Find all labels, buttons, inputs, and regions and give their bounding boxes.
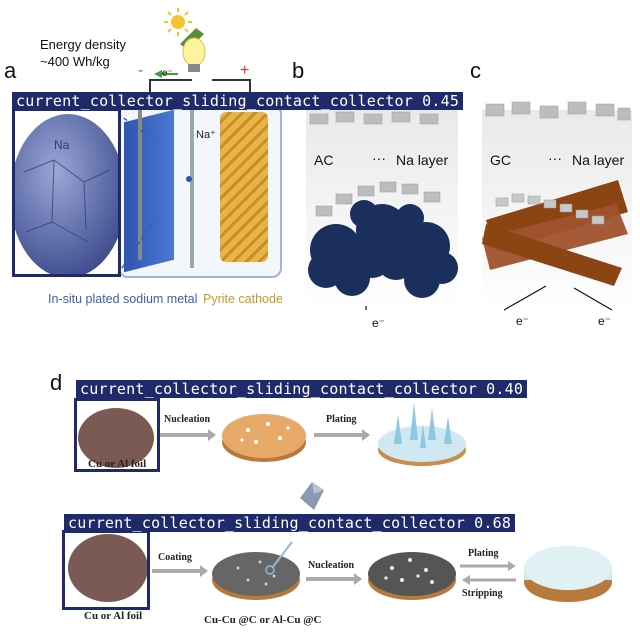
minus-sign: - — [138, 62, 144, 79]
electron-label-b: e⁻ — [372, 316, 386, 330]
separator — [190, 108, 194, 268]
detection-label-2: current_collector_sliding_contact_collec… — [76, 380, 528, 398]
na-layer-label-b: Na layer — [396, 152, 449, 168]
crystal-icon — [300, 482, 324, 510]
arrow-row2-b — [306, 573, 362, 585]
dendrite-disk-row1 — [378, 402, 466, 466]
nucleated-disk-row1 — [222, 414, 306, 462]
arrow-row2-reversible — [460, 561, 516, 585]
step-plating-row2: Plating — [468, 548, 499, 559]
energy-density-text: Energy density ~400 Wh/kg — [40, 36, 126, 70]
detection-box-2 — [74, 398, 160, 472]
pyrite-cathode — [220, 112, 268, 262]
panel-letter-b: b — [292, 58, 305, 83]
step-coating-row2: Coating — [158, 552, 192, 563]
foil-label-row1: Cu or Al foil — [88, 458, 147, 470]
ac-particles — [308, 200, 458, 298]
foil-disk-row2 — [68, 534, 148, 602]
electron-label-c-right: e⁻ — [598, 314, 612, 328]
panel-letter-c: c — [470, 58, 481, 83]
energy-density-line1: Energy density — [40, 37, 126, 52]
ac-label: AC — [314, 152, 334, 168]
foil-disk-row1 — [78, 408, 154, 468]
caption-sodium-metal: In-situ plated sodium metal — [48, 292, 198, 306]
panel-letter-d: d — [50, 370, 63, 395]
panel-c-illustration — [482, 101, 631, 311]
electron-label-a: e⁻ — [162, 68, 173, 79]
zoom-lines — [117, 113, 155, 275]
dots-c: ··· — [548, 150, 562, 166]
coated-label-row2: Cu-Cu @C or Al-Cu @C — [204, 614, 322, 626]
caption-pyrite-cathode: Pyrite cathode — [203, 292, 283, 306]
energy-density-line2: ~400 Wh/kg — [40, 54, 110, 69]
plus-sign: + — [240, 62, 250, 79]
step-stripping-row2: Stripping — [462, 588, 503, 599]
panel-letter-a: a — [4, 58, 17, 83]
step-nucleation-row2: Nucleation — [308, 560, 355, 571]
sodium-micrograph — [10, 114, 126, 278]
na-layer-label-c: Na layer — [572, 152, 625, 168]
sodium-zoom-inset: Na — [10, 112, 126, 278]
foil-label-row2: Cu or Al foil — [84, 610, 143, 622]
detection-box-3 — [62, 530, 150, 610]
na-label: Na — [54, 138, 70, 152]
panel-b-illustration — [308, 111, 458, 310]
arrow-row2-a — [152, 565, 208, 577]
dots-b: ··· — [372, 150, 386, 166]
detection-label-1: current_collector_sliding_contact_collec… — [12, 92, 464, 110]
plated-disk-row2 — [524, 546, 612, 602]
sun-icon — [171, 15, 185, 29]
graphitic-carbon-rods — [482, 180, 628, 286]
step-plating-row1: Plating — [326, 414, 357, 425]
na-ion-label: Na⁺ — [196, 129, 216, 141]
detection-label-3: current_collector_sliding_contact_collec… — [64, 514, 516, 532]
arrow-row1-b — [314, 429, 370, 441]
step-nucleation-row1: Nucleation — [164, 414, 211, 425]
gc-label: GC — [490, 152, 511, 168]
sun-bulb-icon — [164, 8, 206, 72]
na-ion-dot — [186, 176, 192, 182]
nucleated-coated-disk-row2 — [368, 552, 456, 600]
detection-box-1 — [12, 108, 121, 277]
electron-label-c-left: e⁻ — [516, 314, 530, 328]
battery-cell: Na⁺ — [118, 104, 282, 278]
coated-disk-row2 — [212, 541, 300, 600]
arrow-row1-a — [160, 429, 216, 441]
